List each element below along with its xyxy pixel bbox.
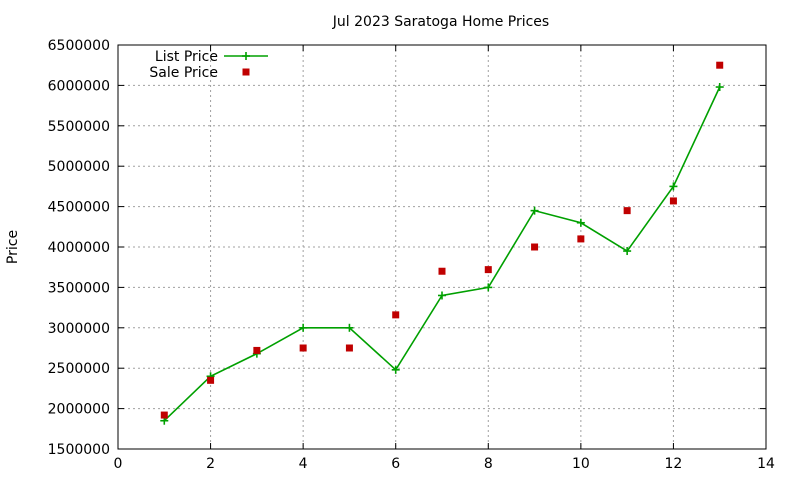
series-line — [163, 86, 721, 422]
data-point — [669, 197, 677, 205]
x-tick-label: 8 — [484, 456, 493, 472]
series-layer — [160, 61, 724, 425]
x-tick-label: 14 — [757, 456, 775, 472]
data-point — [345, 323, 354, 332]
data-point — [253, 346, 261, 354]
data-point — [299, 323, 308, 332]
data-point — [484, 266, 492, 274]
grid — [118, 45, 766, 449]
y-tick-label: 4500000 — [48, 200, 110, 216]
data-point — [392, 311, 400, 319]
y-tick-label: 4000000 — [48, 240, 110, 256]
y-tick-label: 1500000 — [48, 442, 110, 458]
series-0 — [160, 83, 724, 425]
y-tick-label: 6500000 — [48, 38, 110, 54]
y-tick-label: 5000000 — [48, 159, 110, 175]
data-point — [438, 291, 446, 300]
x-tick-label: 2 — [206, 456, 215, 472]
legend-entry-1: Sale Price — [149, 65, 250, 81]
data-point — [207, 376, 215, 384]
legend-marker — [242, 52, 250, 60]
data-point — [345, 344, 353, 352]
data-point — [623, 247, 632, 256]
legend-marker — [242, 68, 250, 76]
x-tick-label: 0 — [114, 456, 123, 472]
data-point — [715, 83, 724, 92]
x-tick-label: 6 — [391, 456, 400, 472]
x-tick-label: 12 — [665, 456, 683, 472]
y-tick-label: 3500000 — [48, 280, 110, 296]
series-1 — [160, 61, 724, 419]
chart-title: Jul 2023 Saratoga Home Prices — [332, 14, 549, 30]
y-tick-label: 2000000 — [48, 402, 110, 418]
y-axis-label: Price — [5, 230, 21, 264]
data-point — [160, 411, 168, 419]
y-tick-label: 2500000 — [48, 361, 110, 377]
y-tick-label: 3000000 — [48, 321, 110, 337]
data-point — [531, 243, 539, 251]
axes: 0 2 4 6 8 10 12 14 1500000 2000000 2500000 3000000 3… — [48, 38, 775, 472]
y-tick-label: 5500000 — [48, 119, 110, 135]
data-point — [391, 365, 400, 374]
data-point — [623, 207, 631, 215]
data-point — [438, 267, 446, 275]
data-point — [530, 206, 539, 215]
legend-entry-0: List Price — [155, 49, 268, 65]
data-point — [484, 283, 493, 292]
x-tick-label: 10 — [572, 456, 590, 472]
data-point — [299, 344, 307, 352]
x-tick-label: 4 — [299, 456, 308, 472]
legend-label: Sale Price — [149, 65, 218, 81]
legend-label: List Price — [155, 49, 218, 65]
data-point — [716, 61, 724, 69]
data-point — [576, 218, 585, 227]
data-point — [577, 235, 585, 243]
data-point — [669, 182, 678, 191]
y-tick-label: 6000000 — [48, 78, 110, 94]
